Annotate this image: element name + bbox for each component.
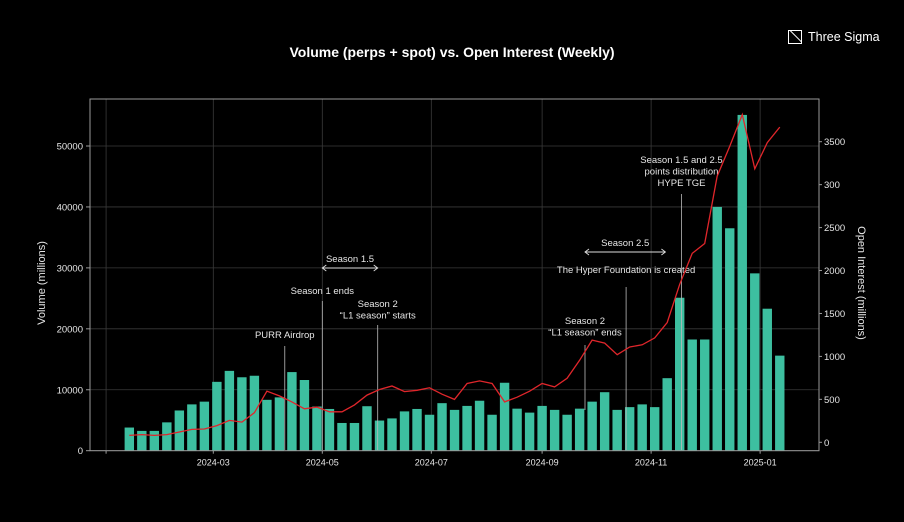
volume-bar bbox=[649, 407, 660, 451]
volume-bar bbox=[212, 381, 222, 451]
volume-bar bbox=[324, 408, 335, 451]
volume-bar bbox=[474, 400, 485, 451]
volume-bar bbox=[775, 355, 785, 451]
x-tick-label: 2024-09 bbox=[526, 458, 559, 468]
y2-tick-label: 500 bbox=[824, 395, 840, 406]
x-tick-label: 2024-05 bbox=[306, 458, 339, 468]
volume-bar bbox=[574, 408, 585, 451]
y-axis-label: Volume (millions) bbox=[36, 241, 48, 325]
volume-bar bbox=[487, 414, 497, 451]
volume-bar bbox=[537, 405, 547, 451]
y2-tick-label: 0 bbox=[824, 438, 829, 449]
y2-tick-label: 2500 bbox=[824, 223, 845, 234]
volume-bar bbox=[675, 297, 685, 451]
annotation-text: The Hyper Foundation is created bbox=[557, 265, 695, 276]
volume-bar bbox=[337, 422, 347, 451]
annotation-text: Season 2 bbox=[358, 299, 398, 310]
volume-bar bbox=[199, 401, 210, 451]
open-interest-line bbox=[129, 112, 781, 437]
annotation-text: Season 1.5 and 2.5 bbox=[640, 155, 722, 166]
volume-bar bbox=[637, 404, 647, 451]
volume-bar bbox=[725, 228, 735, 451]
y-tick-label: 40000 bbox=[57, 202, 83, 213]
volume-bar bbox=[587, 401, 597, 451]
volume-bar bbox=[499, 382, 510, 451]
y-tick-label: 50000 bbox=[57, 142, 83, 153]
volume-bar bbox=[349, 422, 360, 451]
volume-bar bbox=[387, 418, 397, 451]
volume-bar bbox=[187, 404, 197, 451]
x-tick-label: 2024-11 bbox=[635, 458, 667, 468]
range-arrowheads bbox=[321, 264, 379, 272]
y-tick-label: 0 bbox=[78, 446, 83, 457]
annotation-text: “L1 season” starts bbox=[340, 311, 416, 322]
annotation-text: Season 2 bbox=[565, 316, 605, 327]
volume-bar bbox=[624, 407, 635, 451]
volume-bar bbox=[700, 339, 710, 451]
y2-tick-label: 300 bbox=[824, 180, 840, 191]
volume-bar bbox=[662, 378, 672, 451]
volume-bar bbox=[374, 420, 385, 451]
volume-bar bbox=[512, 408, 522, 451]
volume-bar bbox=[549, 409, 560, 451]
volume-bar bbox=[162, 422, 172, 451]
volume-bar bbox=[462, 405, 472, 451]
annotation-text: “L1 season” ends bbox=[548, 328, 622, 339]
gridlines bbox=[90, 99, 819, 452]
volume-bar bbox=[287, 372, 297, 451]
volume-bar bbox=[524, 412, 535, 451]
volume-bar bbox=[762, 308, 772, 451]
volume-bar bbox=[137, 430, 147, 451]
volume-bar bbox=[750, 273, 760, 451]
volume-bar bbox=[599, 392, 610, 451]
volume-bar bbox=[312, 406, 322, 451]
volume-bar bbox=[262, 399, 272, 451]
y2-axis-label: Open Interest (millions) bbox=[855, 226, 867, 340]
y2-tick-label: 1000 bbox=[824, 352, 845, 363]
y-tick-label: 10000 bbox=[57, 385, 83, 396]
plot-frame bbox=[89, 98, 820, 452]
volume-bar bbox=[149, 430, 160, 451]
x-tick-label: 2025-01 bbox=[744, 458, 777, 468]
three-sigma-logo-icon bbox=[788, 30, 802, 44]
volume-bar bbox=[424, 414, 435, 451]
volume-bar bbox=[399, 411, 410, 451]
x-tick-label: 2024-07 bbox=[415, 458, 448, 468]
y-tick-label: 30000 bbox=[57, 263, 83, 274]
annotation-text: HYPE TGE bbox=[658, 178, 706, 189]
volume-bar bbox=[237, 377, 247, 451]
volume-bar bbox=[124, 427, 135, 451]
y2-tick-label: 3500 bbox=[824, 137, 845, 148]
volume-bar bbox=[737, 114, 747, 451]
volume-bar bbox=[274, 397, 285, 451]
range-label: Season 1.5 bbox=[326, 254, 374, 265]
volume-bar bbox=[362, 406, 372, 451]
annotation-text: Season 1 ends bbox=[291, 286, 355, 297]
volume-bar bbox=[174, 410, 185, 451]
annotation-text: points distribution bbox=[645, 167, 719, 178]
brand-name: Three Sigma bbox=[808, 30, 880, 44]
y-tick-label: 20000 bbox=[57, 324, 83, 335]
chart-title: Volume (perps + spot) vs. Open Interest … bbox=[289, 44, 615, 60]
y2-tick-label: 2000 bbox=[824, 266, 845, 277]
axes: 0 10000 20000 30000 40000 50000 0 500 1000 1500 20… bbox=[57, 98, 845, 468]
volume-bar bbox=[449, 409, 460, 451]
annotation-text: PURR Airdrop bbox=[255, 330, 315, 341]
brand-logo: Three Sigma bbox=[788, 30, 880, 44]
y2-tick-label: 1500 bbox=[824, 309, 845, 320]
volume-bars bbox=[124, 114, 785, 451]
volume-bar bbox=[224, 370, 235, 451]
volume-bar bbox=[562, 414, 572, 451]
range-arrowheads bbox=[584, 248, 667, 256]
range-label: Season 2.5 bbox=[601, 238, 649, 249]
volume-bar bbox=[299, 380, 310, 451]
volume-bar bbox=[437, 403, 447, 451]
x-tick-label: 2024-03 bbox=[197, 458, 230, 468]
volume-bar bbox=[687, 339, 697, 451]
volume-bar bbox=[712, 206, 722, 451]
volume-bar bbox=[412, 408, 422, 451]
volume-bar bbox=[612, 409, 622, 451]
